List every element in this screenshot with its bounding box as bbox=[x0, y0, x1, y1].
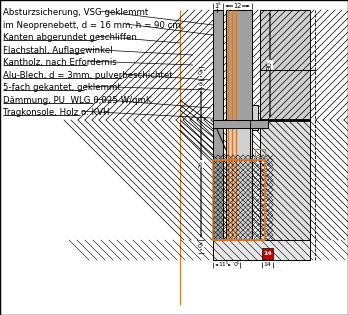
Text: 5-fach gekantet, geklemmt: 5-fach gekantet, geklemmt bbox=[3, 83, 121, 92]
Text: Kanten abgerundet geschliffen: Kanten abgerundet geschliffen bbox=[3, 33, 137, 42]
Text: 11⁵: 11⁵ bbox=[218, 262, 228, 267]
Text: 0⁵: 0⁵ bbox=[198, 71, 204, 76]
Bar bbox=[213, 120, 268, 128]
Bar bbox=[255, 149, 265, 157]
Text: Flachstahl, Auflagewinkel: Flachstahl, Auflagewinkel bbox=[3, 46, 113, 55]
Text: 0⁵: 0⁵ bbox=[198, 244, 204, 249]
Text: Absturzsicherung, VSG geklemmt: Absturzsicherung, VSG geklemmt bbox=[3, 8, 148, 17]
Text: 1⁵: 1⁵ bbox=[215, 3, 221, 9]
Bar bbox=[226, 120, 252, 240]
Bar bbox=[260, 120, 310, 240]
Bar bbox=[213, 160, 265, 240]
Text: Alu-Blech, d = 3mm, pulverbeschichtet: Alu-Blech, d = 3mm, pulverbeschichtet bbox=[3, 71, 173, 80]
Text: im Neoprenebett, d = 16 mm, h = 90 cm,: im Neoprenebett, d = 16 mm, h = 90 cm, bbox=[3, 21, 183, 30]
Text: 8: 8 bbox=[199, 82, 203, 87]
Text: 14: 14 bbox=[263, 251, 272, 256]
Text: Tragkonsole, Holz o. KVH: Tragkonsole, Holz o. KVH bbox=[3, 108, 110, 117]
Bar bbox=[226, 10, 252, 120]
Bar bbox=[252, 105, 258, 130]
Text: 12: 12 bbox=[233, 3, 242, 9]
Text: 26: 26 bbox=[198, 160, 204, 168]
Bar bbox=[213, 10, 223, 240]
Bar bbox=[260, 10, 310, 120]
Text: 14: 14 bbox=[263, 262, 271, 267]
Bar bbox=[213, 240, 310, 260]
Text: 90: 90 bbox=[267, 60, 273, 70]
Bar bbox=[213, 240, 310, 260]
Text: Dämmung, PU  WLG 0,025 W/qmK: Dämmung, PU WLG 0,025 W/qmK bbox=[3, 96, 151, 105]
Text: 0⁵: 0⁵ bbox=[234, 262, 240, 267]
Text: Kantholz, nach Erfordernis: Kantholz, nach Erfordernis bbox=[3, 58, 117, 67]
Bar bbox=[262, 248, 273, 259]
